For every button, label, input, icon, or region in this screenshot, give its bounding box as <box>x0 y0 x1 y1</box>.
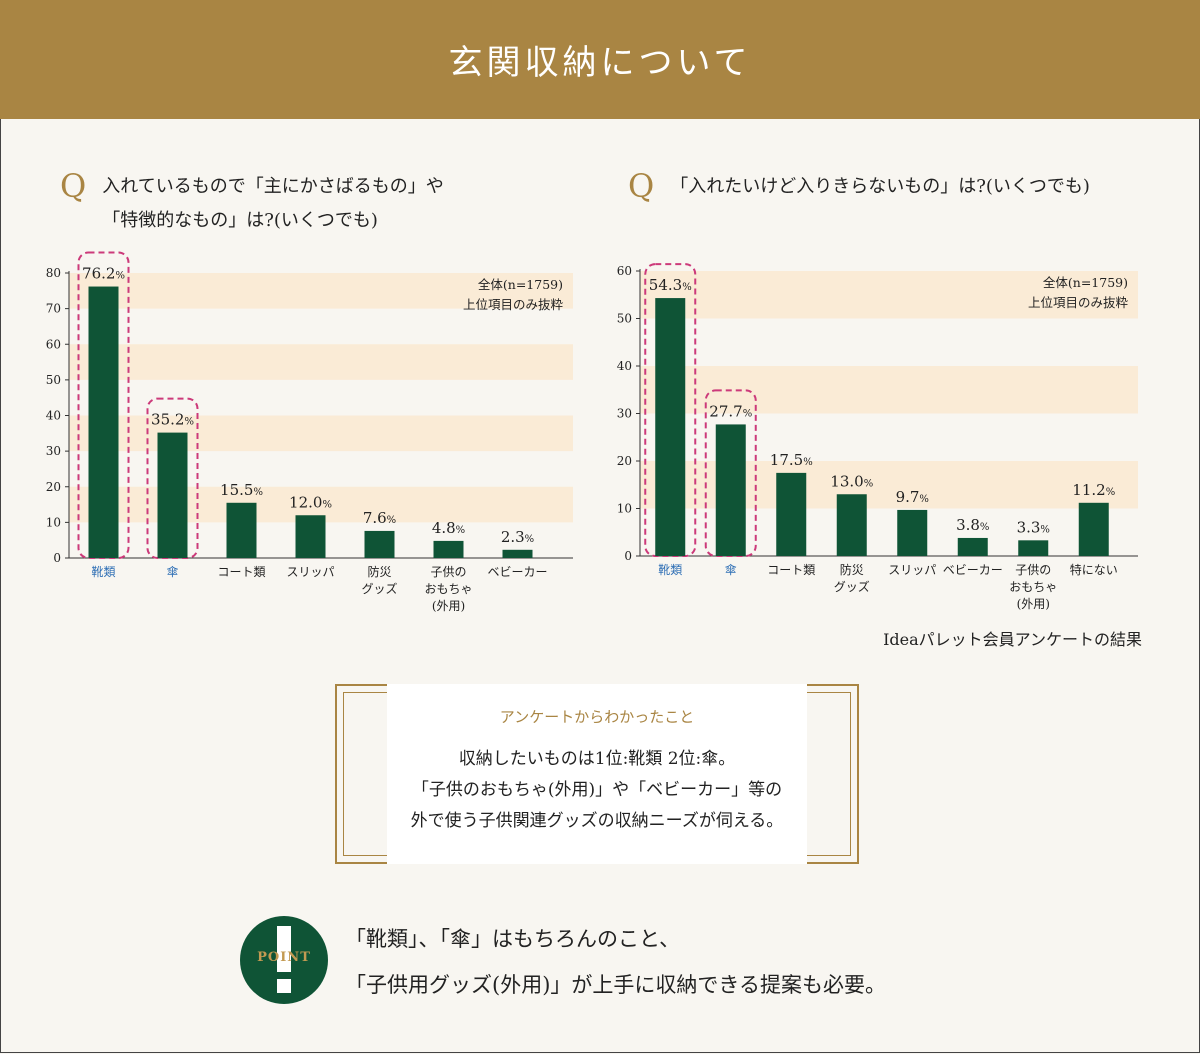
exclamation-dot-icon <box>277 979 291 993</box>
left-bar <box>226 502 257 558</box>
right-tick-label: 0 <box>624 549 632 563</box>
right-data-label: 3.8% <box>956 516 989 534</box>
left-data-label: 35.2% <box>151 411 194 429</box>
left-bar <box>433 540 464 558</box>
right-bar <box>715 424 746 556</box>
left-tick-label: 80 <box>46 266 61 280</box>
left-bar <box>157 432 188 558</box>
left-category-label: 防災グッズ <box>361 564 397 596</box>
left-q-mark: Q <box>60 167 87 205</box>
right-tick-label: 10 <box>617 502 632 516</box>
right-category-label: 子供のおもちゃ(外用) <box>1009 563 1057 611</box>
right-question-text: 「入れたいけど入りきらないもの」は?(いくつでも) <box>670 176 1090 197</box>
point-badge: POINT <box>240 916 328 1004</box>
right-category-label: 特にない <box>1070 562 1118 577</box>
right-data-label: 3.3% <box>1017 518 1050 536</box>
source-note: Ideaパレット会員アンケートの結果 <box>883 630 1142 649</box>
left-note: 上位項目のみ抜粋 <box>463 297 564 312</box>
left-band <box>69 273 573 309</box>
right-tick-label: 20 <box>617 454 632 468</box>
right-bar <box>1018 540 1049 556</box>
right-tick-label: 30 <box>617 407 632 421</box>
right-q-mark: Q <box>628 167 655 205</box>
right-band <box>640 366 1138 414</box>
left-question: Q 入れているもので「主にかさばるもの」や 「特徴的なもの」は?(いくつでも) <box>60 170 444 238</box>
right-highlight-frame <box>644 263 697 557</box>
left-category-label: 傘 <box>166 565 178 579</box>
left-tick-label: 30 <box>46 444 61 458</box>
right-note: 全体(n=1759) <box>1043 275 1128 290</box>
left-band <box>69 415 573 452</box>
left-tick-label: 70 <box>46 302 61 316</box>
right-tick-label: 60 <box>617 264 632 278</box>
left-question-text: 入れているもので「主にかさばるもの」や 「特徴的なもの」は?(いくつでも) <box>102 176 444 231</box>
right-category-label: ベビーカー <box>943 563 1003 577</box>
left-category-label: ベビーカー <box>487 565 547 579</box>
right-bar <box>655 298 686 556</box>
right-band <box>640 461 1138 509</box>
finding-box: アンケートからわかったこと 収納したいものは1位:靴類 2位:傘。 「子供のおも… <box>335 684 859 864</box>
left-tick-label: 10 <box>46 515 61 529</box>
right-category-label: 傘 <box>725 563 737 577</box>
header-bar: 玄関収納について <box>0 0 1200 119</box>
right-bar <box>1078 502 1109 556</box>
right-category-label: スリッパ <box>888 563 936 577</box>
right-data-label: 17.5% <box>770 451 813 469</box>
page-title: 玄関収納について <box>448 43 752 83</box>
left-bar-chart: 0 10 20 30 40 50 60 70 80 全体(n=1759) 上位項目のみ抜粋 76.2%… <box>46 251 573 613</box>
left-bar <box>295 515 326 558</box>
finding-title: アンケートからわかったこと <box>499 708 695 726</box>
left-tick-label: 60 <box>46 337 61 351</box>
left-note: 全体(n=1759) <box>478 277 563 292</box>
left-category-label: 子供のおもちゃ(外用) <box>424 565 472 613</box>
left-tick-label: 20 <box>46 480 61 494</box>
exclamation-icon <box>277 926 291 972</box>
left-bar <box>88 286 119 558</box>
right-category-label: コート類 <box>767 563 815 577</box>
right-tick-label: 50 <box>617 312 632 326</box>
left-tick-label: 40 <box>46 409 61 423</box>
right-bar <box>836 494 867 556</box>
left-data-label: 76.2% <box>82 265 125 283</box>
left-data-label: 15.5% <box>220 481 263 499</box>
right-tick-label: 40 <box>617 359 632 373</box>
right-bar <box>897 509 928 556</box>
left-band <box>69 344 573 380</box>
right-data-label: 27.7% <box>709 402 752 420</box>
left-data-label: 2.3% <box>501 528 534 546</box>
right-bar-chart: 0 10 20 30 40 50 60 全体(n=1759) 上位項目のみ抜粋 54.3% 靴類 27… <box>617 263 1138 611</box>
right-category-label: 防災グッズ <box>834 562 870 594</box>
point-label: POINT <box>257 950 311 965</box>
right-bar <box>776 472 807 556</box>
left-tick-label: 0 <box>53 551 61 565</box>
left-category-label: 靴類 <box>91 565 115 579</box>
left-bar <box>364 530 395 558</box>
left-tick-label: 50 <box>46 373 61 387</box>
right-data-label: 11.2% <box>1072 481 1115 499</box>
right-category-label: 靴類 <box>658 563 682 577</box>
finding-body: 収納したいものは1位:靴類 2位:傘。 「子供のおもちゃ(外用)」や「ベビーカー… <box>410 749 784 831</box>
finding-card: アンケートからわかったこと 収納したいものは1位:靴類 2位:傘。 「子供のおも… <box>387 684 807 864</box>
right-band <box>640 271 1138 319</box>
left-category-label: スリッパ <box>286 565 334 579</box>
right-note: 上位項目のみ抜粋 <box>1028 295 1129 310</box>
right-data-label: 54.3% <box>649 276 692 294</box>
left-data-label: 12.0% <box>289 493 332 511</box>
right-question: Q 「入れたいけど入りきらないもの」は?(いくつでも) <box>628 170 1090 204</box>
point-text: 「靴類」、「傘」はもちろんのこと、 「子供用グッズ(外用)」が上手に収納できる提… <box>345 927 886 997</box>
right-bar <box>957 537 988 556</box>
right-data-label: 13.0% <box>830 472 873 490</box>
left-bar <box>502 549 533 558</box>
left-category-label: コート類 <box>217 565 265 579</box>
